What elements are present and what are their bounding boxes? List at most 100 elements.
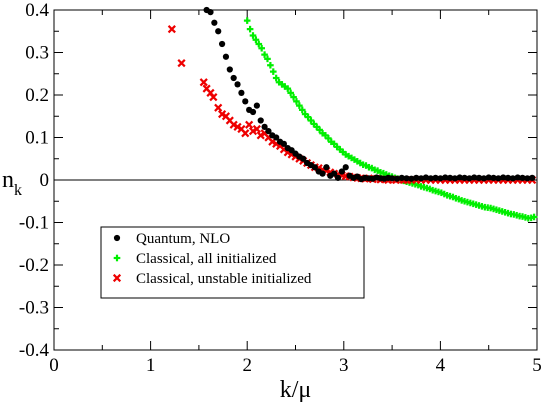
x-tick-label: 5 [532,355,542,376]
data-point [246,25,254,33]
data-point [524,175,531,182]
data-point [446,174,454,181]
data-point [249,32,257,39]
data-point [319,170,326,177]
data-point [475,174,483,181]
x-tick-label: 1 [146,355,156,376]
y-axis-title-main: n [2,167,14,193]
x-tick-label: 2 [242,355,252,376]
y-tick-label: -0.3 [19,298,49,319]
data-point [456,174,463,181]
x-tick-label: 0 [49,355,59,376]
data-point [422,174,430,181]
data-point [211,19,218,26]
data-point [255,40,263,48]
data-point [509,175,516,182]
data-point [252,36,260,44]
data-point [293,98,300,105]
legend-entry-label: Classical, unstable initialized [136,271,312,287]
data-point [519,174,526,181]
data-point [413,174,420,181]
data-point [167,25,176,34]
data-point [316,126,323,134]
data-marks [167,6,538,222]
x-tick-label: 3 [339,355,349,376]
y-tick-label: -0.2 [19,255,49,276]
data-point [258,44,265,52]
y-tick-label: 0.3 [25,43,49,64]
data-point [256,131,265,140]
data-point [272,74,280,82]
data-point [241,129,250,138]
data-point [500,174,507,181]
data-point [214,103,223,112]
data-point [530,213,538,221]
data-point [325,135,332,142]
data-point [331,170,338,177]
data-point [442,174,449,181]
data-point [466,175,473,182]
data-point [432,174,439,181]
y-tick-label: 0.4 [25,0,49,21]
data-point [284,85,292,92]
data-point [304,113,312,121]
data-point [334,174,342,181]
legend-marker [112,273,122,283]
data-point [230,74,237,82]
y-tick-label: -0.1 [19,213,49,234]
data-point [253,102,260,109]
data-point [199,78,208,87]
data-point [417,175,425,182]
data-point [218,40,226,48]
data-point [451,175,458,182]
data-point [264,55,271,63]
data-point [252,124,261,134]
legend-marker [113,234,121,242]
data-point [242,98,249,105]
data-point [393,175,401,182]
y-tick-label: 0.1 [25,128,49,149]
legend: Quantum, NLO Classical, all initialized Cl… [100,226,365,299]
axis-ticks [53,9,538,351]
data-point [300,155,307,162]
data-point [245,120,254,129]
data-point [398,174,405,181]
data-point [177,59,186,68]
y-tick-label: 0 [40,170,50,191]
data-point [215,28,222,35]
data-point [222,53,230,60]
data-point [342,164,349,171]
data-point [265,128,272,135]
data-point [243,17,251,24]
data-point [311,164,318,171]
data-point [296,102,303,109]
data-point [261,51,268,58]
y-tick-label: 0.2 [25,85,49,106]
data-point [495,175,502,182]
data-point [514,174,521,181]
data-point [485,174,492,181]
y-tick-label: -0.4 [19,340,50,361]
x-axis-title: k/μ [280,377,312,403]
data-point [233,122,242,131]
data-point [218,110,227,119]
legend-entry-label: Quantum, NLO [136,231,230,247]
tick-labels: 0 1 2 3 4 5 -0.4 -0.3 -0.2 -0.1 0 0.1 0.2 0.3 0.4 [19,0,542,376]
data-point [249,108,257,116]
x-tick-label: 4 [436,355,446,376]
data-point [234,81,241,88]
data-point [389,175,396,182]
legend-entry-label: Classical, all initialized [136,251,277,267]
data-point [273,134,280,141]
data-point [209,93,218,102]
data-point [427,175,434,182]
data-point [437,175,444,182]
y-axis-title-subscript: k [14,182,22,199]
legend-marker [113,254,121,262]
data-point [238,89,245,96]
data-point [229,120,238,129]
data-point [323,164,330,171]
data-point [287,89,294,97]
data-point [261,123,268,130]
